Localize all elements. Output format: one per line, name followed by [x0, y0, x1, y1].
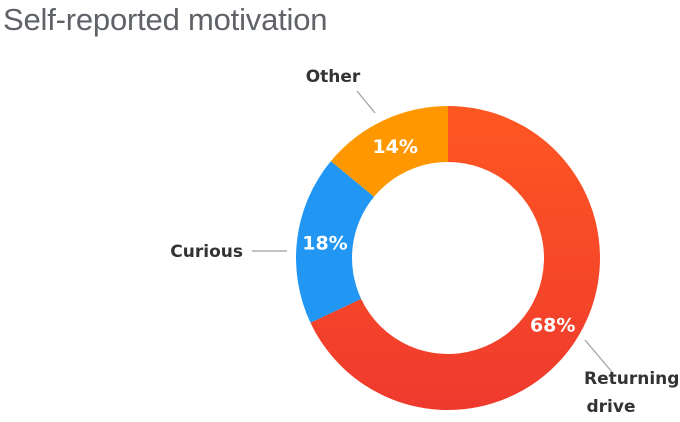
category-label-curious: Curious [170, 242, 243, 262]
pct-label-other: 14% [372, 136, 417, 158]
slice-other [330, 106, 448, 197]
category-label-returning-drive-line-2: drive [587, 397, 636, 417]
leader-line-other [356, 90, 376, 114]
slice-curious [296, 161, 375, 323]
pct-label-returning-drive: 68% [530, 314, 575, 336]
leader-line-returning-drive [584, 339, 613, 373]
chart-title: Self-reported motivation [3, 2, 328, 37]
pct-label-curious: 18% [302, 232, 347, 254]
slice-returning-drive [310, 106, 601, 410]
category-label-returning-drive-line-1: Returning [584, 369, 679, 389]
category-label-other: Other [306, 67, 361, 87]
